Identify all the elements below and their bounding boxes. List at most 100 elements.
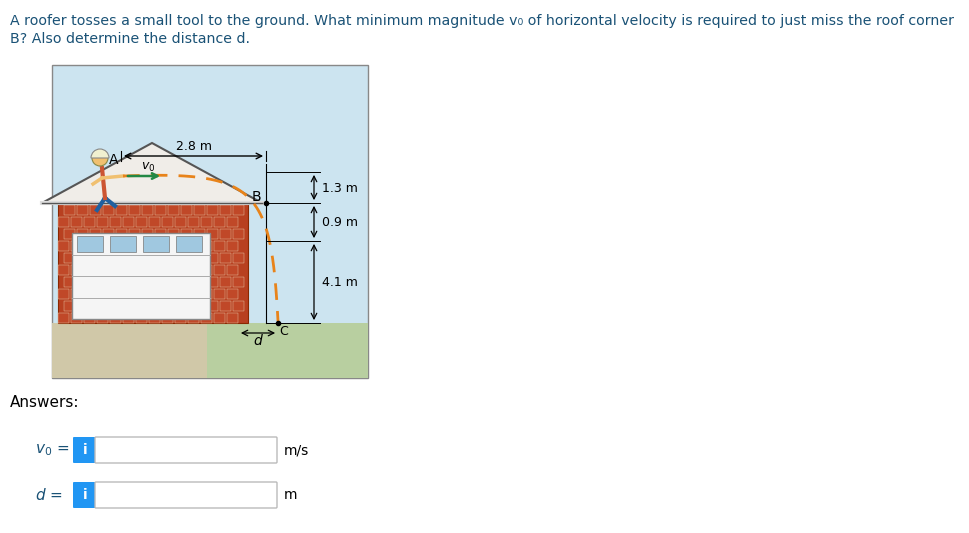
Bar <box>110 312 121 322</box>
Bar <box>195 277 205 287</box>
Bar <box>110 288 121 298</box>
Bar <box>207 253 218 262</box>
Bar <box>116 229 128 238</box>
Bar <box>163 240 173 251</box>
Bar <box>90 205 102 214</box>
Bar <box>58 264 70 274</box>
Bar <box>228 312 238 322</box>
Bar <box>169 205 179 214</box>
Bar <box>130 253 141 262</box>
Bar <box>221 205 232 214</box>
Bar <box>104 229 114 238</box>
Bar <box>123 264 135 274</box>
Bar <box>72 264 82 274</box>
Bar <box>202 264 212 274</box>
Bar <box>78 301 88 311</box>
Bar <box>130 205 141 214</box>
Text: $d$: $d$ <box>253 333 264 348</box>
Bar <box>78 277 88 287</box>
Bar <box>228 264 238 274</box>
Bar <box>228 216 238 227</box>
Bar <box>123 312 135 322</box>
Bar <box>58 312 70 322</box>
Bar <box>84 312 96 322</box>
Bar <box>116 277 128 287</box>
Bar <box>149 288 161 298</box>
Bar <box>181 253 193 262</box>
Bar <box>137 264 147 274</box>
Bar <box>104 301 114 311</box>
Text: A: A <box>109 153 118 167</box>
Bar <box>189 312 200 322</box>
Bar <box>142 277 153 287</box>
Bar <box>137 240 147 251</box>
Bar <box>143 236 169 252</box>
Bar <box>65 277 76 287</box>
Bar <box>142 253 153 262</box>
Bar <box>65 253 76 262</box>
Bar <box>176 236 202 252</box>
Text: B: B <box>252 190 262 204</box>
Bar <box>189 216 200 227</box>
Bar <box>175 312 186 322</box>
Bar <box>84 288 96 298</box>
Bar <box>137 288 147 298</box>
Bar <box>189 240 200 251</box>
Text: $d$ =: $d$ = <box>35 487 63 503</box>
Bar <box>155 253 167 262</box>
Bar <box>169 229 179 238</box>
Bar <box>221 229 232 238</box>
FancyBboxPatch shape <box>73 482 97 508</box>
Bar <box>90 301 102 311</box>
Bar <box>123 216 135 227</box>
Bar <box>78 205 88 214</box>
Wedge shape <box>91 149 109 158</box>
Bar <box>234 229 244 238</box>
Bar <box>175 240 186 251</box>
Text: B? Also determine the distance d.: B? Also determine the distance d. <box>10 32 250 46</box>
Bar <box>234 301 244 311</box>
Bar <box>65 301 76 311</box>
Bar <box>123 288 135 298</box>
Bar <box>195 253 205 262</box>
Bar <box>163 264 173 274</box>
Bar <box>207 301 218 311</box>
Bar <box>142 205 153 214</box>
Bar <box>149 312 161 322</box>
Bar <box>214 216 226 227</box>
Bar <box>84 240 96 251</box>
Bar <box>72 216 82 227</box>
Bar <box>202 240 212 251</box>
Bar <box>234 277 244 287</box>
Bar <box>175 288 186 298</box>
Bar <box>130 277 141 287</box>
Text: m/s: m/s <box>284 443 309 457</box>
Text: A roofer tosses a small tool to the ground. What minimum magnitude v₀ of horizon: A roofer tosses a small tool to the grou… <box>10 14 954 28</box>
Text: 4.1 m: 4.1 m <box>322 276 358 288</box>
Bar <box>228 288 238 298</box>
Text: $v_0$ =: $v_0$ = <box>35 442 69 458</box>
Bar <box>98 264 109 274</box>
Bar <box>123 240 135 251</box>
Bar <box>52 65 368 378</box>
Bar <box>155 205 167 214</box>
Bar <box>65 205 76 214</box>
Bar <box>207 229 218 238</box>
Bar <box>72 312 82 322</box>
Bar <box>58 216 70 227</box>
Bar <box>72 288 82 298</box>
Bar <box>214 264 226 274</box>
Bar <box>163 216 173 227</box>
Bar <box>155 301 167 311</box>
Bar <box>116 301 128 311</box>
Bar <box>149 216 161 227</box>
Text: Answers:: Answers: <box>10 395 79 410</box>
Bar <box>137 312 147 322</box>
Bar <box>84 216 96 227</box>
Bar <box>195 301 205 311</box>
Bar <box>78 229 88 238</box>
Bar <box>130 301 141 311</box>
Bar <box>175 216 186 227</box>
Bar <box>207 205 218 214</box>
Bar <box>58 203 248 323</box>
